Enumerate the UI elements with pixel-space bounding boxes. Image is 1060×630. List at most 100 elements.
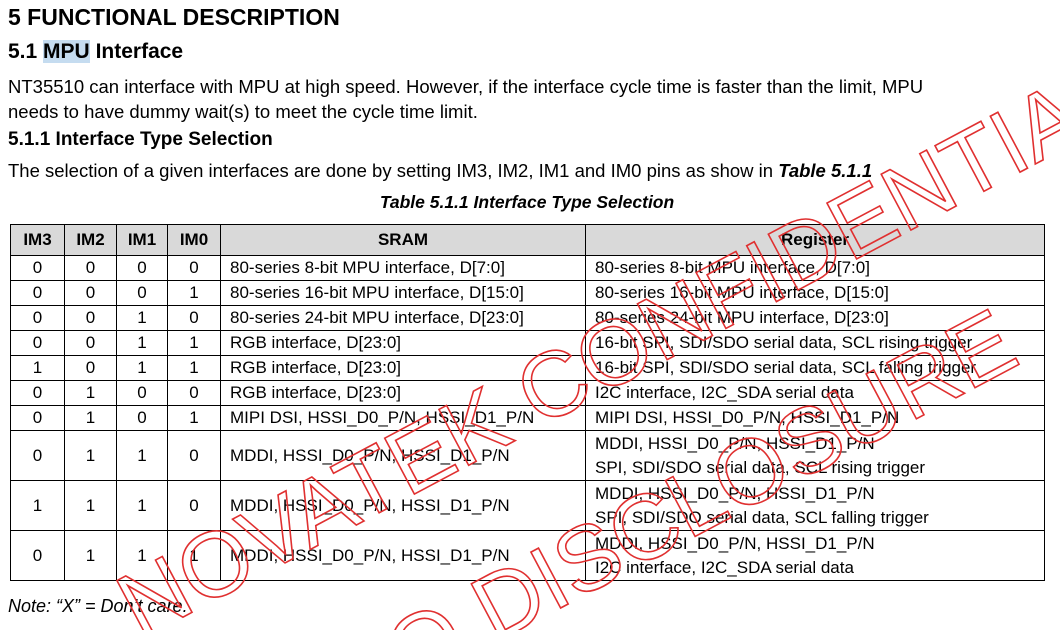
sentence-text: The selection of a given interfaces are … [8,160,774,181]
pin-cell: 1 [116,305,168,331]
pin-cell: 1 [116,430,168,481]
register-line: 80-series 24-bit MPU interface, D[23:0] [595,308,889,327]
sram-cell: RGB interface, D[23:0] [220,330,586,356]
pin-cell: 0 [167,480,221,531]
paragraph-line: needs to have dummy wait(s) to meet the … [8,101,478,122]
table-row: 0 0 0 0 80-series 8-bit MPU interface, D[7:0… [10,255,1045,281]
register-cell: 80-series 8-bit MPU interface, D[7:0] [585,255,1045,281]
pin-cell: 1 [64,380,117,406]
pin-cell: 1 [10,355,65,381]
table-row: 1 0 1 1 RGB interface, D[23:0] 16-bit SPI, SD… [10,355,1045,381]
section-highlight: MPU [43,40,90,63]
pin-cell: 0 [10,330,65,356]
pin-cell: 1 [167,405,221,431]
pin-cell: 0 [10,380,65,406]
pin-cell: 0 [64,305,117,331]
register-cell: MDDI, HSSI_D0_P/N, HSSI_D1_P/N SPI, SDI/S… [585,430,1045,481]
pin-cell: 0 [10,255,65,281]
note: Note: “X” = Don’t care. [8,596,188,616]
register-cell: MIPI DSI, HSSI_D0_P/N, HSSI_D1_P/N [585,405,1045,431]
sram-cell: 80-series 8-bit MPU interface, D[7:0] [220,255,586,281]
register-line: I2C interface, I2C_SDA serial data [595,383,854,402]
pin-cell: 0 [10,430,65,481]
register-line: 80-series 8-bit MPU interface, D[7:0] [595,258,870,277]
table: IM3 IM2 IM1 IM0 SRAM Register 0 0 0 0 80-series 8… [10,224,1045,581]
pin-cell: 0 [10,280,65,306]
register-line: SPI, SDI/SDO serial data, SCL rising tri… [595,457,926,477]
pin-cell: 0 [116,280,168,306]
sram-cell: MDDI, HSSI_D0_P/N, HSSI_D1_P/N [220,430,586,481]
sram-cell: RGB interface, D[23:0] [220,355,586,381]
section-title: Interface [95,40,184,63]
pin-cell: 0 [116,380,168,406]
register-line: 80-series 16-bit MPU interface, D[15:0] [595,283,889,302]
table-row: 0 1 0 0 RGB interface, D[23:0] I2C interface,… [10,380,1045,406]
pin-cell: 1 [116,530,168,581]
table-caption: Table 5.1.1 Interface Type Selection [379,192,675,212]
header-cell: IM1 [116,224,168,256]
header-cell: Register [585,224,1045,256]
pin-cell: 0 [167,255,221,281]
sram-cell: MDDI, HSSI_D0_P/N, HSSI_D1_P/N [220,530,586,581]
pin-cell: 0 [64,355,117,381]
register-cell: 16-bit SPI, SDI/SDO serial data, SCL fal… [585,355,1045,381]
register-cell: 80-series 16-bit MPU interface, D[15:0] [585,280,1045,306]
pin-cell: 0 [64,280,117,306]
register-line: 16-bit SPI, SDI/SDO serial data, SCL ris… [595,333,973,352]
pin-cell: 0 [167,305,221,331]
table-row: 0 0 0 1 80-series 16-bit MPU interface, D[15… [10,280,1045,306]
header-row: IM3 IM2 IM1 IM0 SRAM Register [10,224,1045,256]
pin-cell: 1 [167,530,221,581]
register-cell: MDDI, HSSI_D0_P/N, HSSI_D1_P/N SPI, SDI/S… [585,480,1045,531]
sentence-emphasis: Table 5.1.1 [778,160,873,181]
pin-cell: 1 [64,405,117,431]
pin-cell: 0 [116,405,168,431]
register-line: 16-bit SPI, SDI/SDO serial data, SCL fal… [595,358,977,377]
register-cell: 80-series 24-bit MPU interface, D[23:0] [585,305,1045,331]
section-number: 5.1 [8,40,38,63]
section-heading: 5.1 MPU Interface [8,40,183,64]
pin-cell: 1 [64,430,117,481]
pin-cell: 0 [167,380,221,406]
table-row: 0 0 1 1 RGB interface, D[23:0] 16-bit SPI, SD… [10,330,1045,356]
header-cell: IM2 [64,224,117,256]
pin-cell: 1 [167,280,221,306]
heading: 5 FUNCTIONAL DESCRIPTION [8,4,340,30]
register-cell: I2C interface, I2C_SDA serial data [585,380,1045,406]
pin-cell: 0 [116,255,168,281]
pin-cell: 1 [116,330,168,356]
sram-cell: RGB interface, D[23:0] [220,380,586,406]
sram-cell: 80-series 16-bit MPU interface, D[15:0] [220,280,586,306]
pin-cell: 0 [64,255,117,281]
register-line: MDDI, HSSI_D0_P/N, HSSI_D1_P/N [595,533,875,553]
pin-cell: 1 [167,330,221,356]
pin-cell: 1 [64,480,117,531]
register-line: SPI, SDI/SDO serial data, SCL falling tr… [595,507,929,527]
pin-cell: 1 [116,480,168,531]
sram-cell: 80-series 24-bit MPU interface, D[23:0] [220,305,586,331]
register-line: MDDI, HSSI_D0_P/N, HSSI_D1_P/N [595,483,875,503]
sram-cell: MDDI, HSSI_D0_P/N, HSSI_D1_P/N [220,480,586,531]
pin-cell: 1 [64,530,117,581]
subsection-heading: 5.1.1 Interface Type Selection [8,129,273,150]
register-cell: 16-bit SPI, SDI/SDO serial data, SCL ris… [585,330,1045,356]
table-row: 0 1 1 1 MDDI, HSSI_D0_P/N, HSSI_D1_P/N MDDI, … [10,530,1045,581]
pin-cell: 1 [116,355,168,381]
paragraph-line: NT35510 can interface with MPU at high s… [8,76,924,97]
register-cell: MDDI, HSSI_D0_P/N, HSSI_D1_P/N I2C interf… [585,530,1045,581]
table-row: 0 1 1 0 MDDI, HSSI_D0_P/N, HSSI_D1_P/N MDDI, … [10,430,1045,481]
header-cell: SRAM [220,224,586,256]
pin-cell: 1 [167,355,221,381]
pin-cell: 0 [10,305,65,331]
table-row: 1 1 1 0 MDDI, HSSI_D0_P/N, HSSI_D1_P/N MDDI, … [10,480,1045,531]
paragraph: NT35510 can interface with MPU at high s… [8,74,923,124]
pin-cell: 0 [64,330,117,356]
header-cell: IM0 [167,224,221,256]
table-row: 0 0 1 0 80-series 24-bit MPU interface, D[23… [10,305,1045,331]
pin-cell: 0 [10,530,65,581]
sentence: The selection of a given interfaces are … [8,160,872,182]
register-line: I2C interface, I2C_SDA serial data [595,557,854,577]
sram-cell: MIPI DSI, HSSI_D0_P/N, HSSI_D1_P/N [220,405,586,431]
pin-cell: 0 [167,430,221,481]
